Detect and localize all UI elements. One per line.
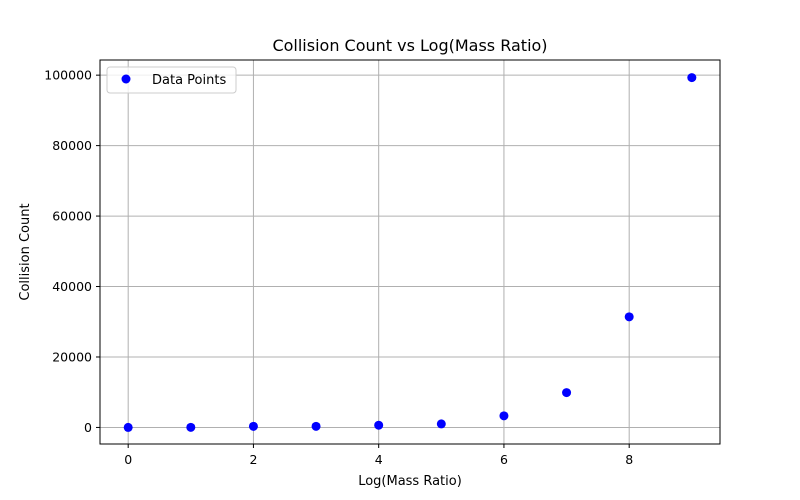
x-tick-label: 2 (249, 452, 257, 467)
data-point (562, 388, 572, 398)
y-tick-label: 20000 (52, 349, 92, 364)
y-axis-label: Collision Count (18, 203, 33, 300)
data-point (436, 419, 446, 429)
data-points (123, 73, 697, 432)
plot-frame (99, 59, 721, 445)
data-point (248, 421, 258, 431)
legend: Data Points (106, 66, 237, 94)
legend-entry: Data Points (152, 73, 226, 88)
y-tick-label: 0 (84, 420, 92, 435)
x-tick-label: 6 (500, 452, 508, 467)
data-point (186, 422, 196, 432)
x-tick-label: 8 (625, 452, 633, 467)
x-axis-label: Log(Mass Ratio) (358, 474, 462, 489)
y-tick-label: 60000 (52, 209, 92, 224)
legend-marker (121, 74, 131, 84)
y-tick-label: 40000 (52, 279, 92, 294)
x-tick-label: 4 (375, 452, 383, 467)
chart-title: Collision Count vs Log(Mass Ratio) (272, 36, 547, 55)
y-tick-label: 100000 (44, 68, 92, 83)
x-tick-label: 0 (124, 452, 132, 467)
legend-box (106, 66, 237, 94)
data-point (311, 421, 321, 431)
data-point (499, 411, 509, 421)
grid (100, 60, 720, 444)
data-point (374, 420, 384, 430)
data-point (687, 73, 697, 83)
axis-ticks: 0 2 4 6 8 0 20000 40000 60000 80000 100000 (44, 68, 633, 467)
y-tick-label: 80000 (52, 138, 92, 153)
data-point (624, 312, 634, 322)
data-point (123, 422, 133, 432)
